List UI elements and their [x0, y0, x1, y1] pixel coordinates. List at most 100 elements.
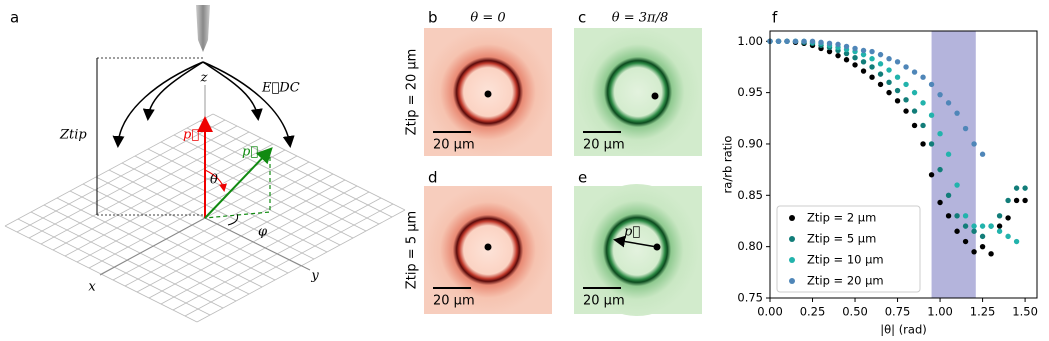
scale-label: 20 μm [433, 138, 475, 153]
legend-marker [789, 215, 795, 221]
y-tick-label: 1.00 [737, 34, 763, 48]
point [903, 108, 909, 114]
panel-label: d [428, 169, 438, 187]
point [903, 97, 909, 103]
point [860, 68, 867, 74]
shaded-region [931, 31, 976, 298]
legend-marker [789, 257, 795, 263]
point [784, 38, 790, 44]
point [954, 228, 960, 234]
point [826, 48, 833, 55]
panel-label: c [578, 9, 586, 27]
point [826, 40, 833, 47]
x-tick-label: 0.75 [885, 305, 911, 319]
point [843, 43, 850, 50]
scale-label: 20 μm [433, 294, 475, 309]
point [1005, 197, 1011, 204]
row-label: Ztip = 5 μm [405, 211, 420, 289]
point [988, 251, 994, 257]
row-label: Ztip = 20 μm [405, 49, 420, 136]
axis-label: x [88, 280, 96, 295]
annotation: θ [210, 173, 218, 188]
x-tick-label: 1.25 [970, 305, 996, 319]
point [911, 122, 918, 129]
x-tick-label: 0.25 [800, 305, 826, 319]
panel-label: f [772, 9, 778, 27]
point [792, 38, 799, 44]
point [1022, 197, 1028, 204]
point [877, 71, 884, 77]
point [869, 74, 875, 80]
point [877, 51, 884, 58]
annotation: p⃗ [242, 145, 258, 160]
point [962, 223, 969, 229]
legend-label: Ztip = 10 μm [807, 253, 884, 267]
point [818, 39, 824, 45]
x-axis-label: |θ| (rad) [880, 323, 927, 337]
point [843, 50, 850, 57]
point [937, 199, 943, 206]
point [1013, 197, 1020, 204]
point [928, 141, 935, 147]
panel-label: b [428, 9, 438, 27]
y-tick-label: 0.85 [737, 188, 763, 202]
point [945, 192, 952, 199]
point [775, 38, 782, 44]
point [852, 45, 858, 52]
point [928, 172, 935, 178]
point [937, 166, 943, 173]
point [886, 56, 892, 62]
point [954, 182, 960, 188]
point [894, 87, 901, 94]
point [894, 74, 901, 80]
point [962, 125, 969, 132]
point [954, 110, 960, 116]
point [860, 47, 867, 54]
point [937, 91, 943, 98]
point [911, 89, 918, 96]
point [877, 81, 884, 88]
point [920, 141, 926, 147]
point [860, 51, 867, 58]
point [903, 81, 909, 88]
point [971, 141, 977, 147]
point [920, 122, 926, 129]
legend-label: Ztip = 2 μm [807, 211, 876, 225]
annotation: Ztip [59, 128, 87, 143]
point [945, 151, 952, 157]
point [979, 243, 986, 250]
point [971, 223, 977, 229]
y-tick-label: 0.95 [737, 85, 763, 99]
point [937, 130, 943, 137]
point [1013, 185, 1020, 191]
point [835, 52, 841, 59]
point [945, 213, 952, 219]
point [945, 100, 952, 106]
point [852, 55, 858, 61]
point [1022, 185, 1028, 191]
point [869, 56, 875, 62]
point [996, 228, 1003, 234]
point [979, 223, 986, 229]
point [971, 228, 977, 234]
point [928, 81, 935, 88]
panel-title: θ = 3π/8 [612, 11, 668, 26]
point [971, 249, 977, 255]
chart: 0.00 0.25 0.50 0.75 1.00 1.25 1.50 0.75 0.80 0.85… [721, 30, 1038, 337]
point [1005, 215, 1011, 221]
point [860, 59, 867, 65]
scale-label: 20 μm [583, 294, 625, 309]
point [886, 67, 892, 73]
x-tick-label: 0.00 [757, 305, 783, 319]
point [911, 108, 918, 114]
y-tick-label: 0.75 [737, 291, 763, 305]
point [962, 238, 969, 245]
legend-box [776, 205, 921, 293]
point [954, 213, 960, 219]
annotation: p⃗ [183, 128, 199, 143]
point [911, 69, 918, 75]
x-tick-label: 1.50 [1012, 305, 1038, 319]
point [996, 223, 1003, 229]
point [869, 48, 875, 55]
